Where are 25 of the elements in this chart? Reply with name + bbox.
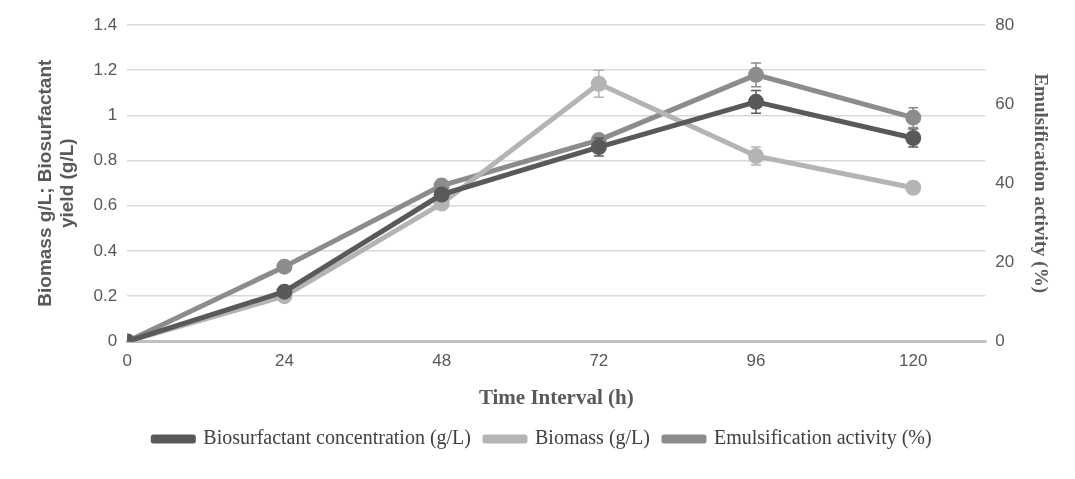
y2-tick-label: 40 [995,172,1015,192]
x-tick-label: 96 [746,351,766,371]
y-axis-title: Biomass g/L; Biosurfactant yield (g/L) [33,59,78,307]
y2-tick-label: 0 [995,331,1005,351]
y2-tick-label: 80 [995,14,1015,34]
x-tick-label: 24 [274,351,294,371]
legend-label: Biomass (g/L) [534,426,650,450]
x-tick-label: 48 [432,351,452,371]
y-tick-label: 0.2 [93,285,118,305]
y-tick-label: 1 [107,105,118,125]
x-axis-title: Time Interval (h) [478,384,634,409]
y-tick-label: 1.2 [93,59,118,79]
y2-axis-title: Emulsification activity (%) [1029,73,1052,293]
y-tick-label: 1.4 [93,14,118,34]
legend-label: Emulsification activity (%) [713,426,932,450]
x-tick-label: 120 [899,351,928,371]
y-tick-label: 0.4 [93,240,118,260]
y-tick-label: 0.6 [93,195,118,215]
y-tick-label: 0 [107,331,118,351]
legend-label: Biosurfactant concentration (g/L) [203,426,471,450]
y2-tick-label: 60 [995,93,1015,113]
x-tick-label: 0 [122,351,132,371]
y-tick-label: 0.8 [93,150,118,170]
y2-tick-label: 20 [995,251,1015,271]
x-tick-label: 72 [589,351,609,371]
